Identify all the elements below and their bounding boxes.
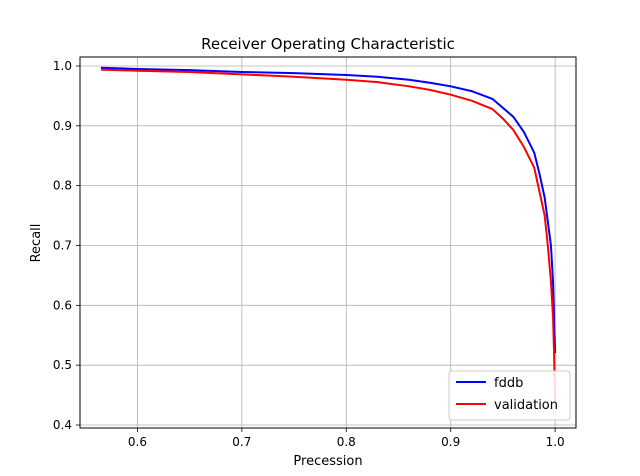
y-axis-ticks: 0.4 0.5 0.6 0.7 0.8 0.9 1.0 — [53, 59, 80, 432]
series-line-fddb — [100, 66, 557, 354]
x-tick-label: 0.7 — [232, 435, 251, 449]
x-tick-label: 0.6 — [128, 435, 147, 449]
x-tick-label: 0.9 — [441, 435, 460, 449]
chart-title: Receiver Operating Characteristic — [201, 35, 455, 53]
grid — [80, 57, 576, 428]
y-axis-label: Recall — [29, 224, 44, 263]
y-tick-label: 0.6 — [53, 298, 72, 312]
y-tick-label: 1.0 — [53, 59, 72, 73]
x-tick-label: 0.8 — [337, 435, 356, 449]
y-tick-label: 0.4 — [53, 418, 72, 432]
series-lines — [100, 66, 557, 402]
y-tick-label: 0.8 — [53, 179, 72, 193]
plot-frame — [79, 56, 577, 429]
y-tick-label: 0.9 — [53, 119, 72, 133]
legend-box — [448, 370, 571, 421]
x-axis-ticks: 0.6 0.7 0.8 0.9 1.0 — [128, 428, 565, 449]
legend-label-validation: validation — [494, 398, 558, 413]
x-tick-label: 1.0 — [546, 435, 565, 449]
y-tick-label: 0.7 — [53, 238, 72, 252]
x-axis-label: Precession — [293, 454, 362, 469]
y-tick-label: 0.5 — [53, 358, 72, 372]
series-line-validation — [100, 68, 557, 402]
legend-label-fddb: fddb — [494, 376, 523, 391]
legend: fddb validation — [448, 370, 571, 421]
